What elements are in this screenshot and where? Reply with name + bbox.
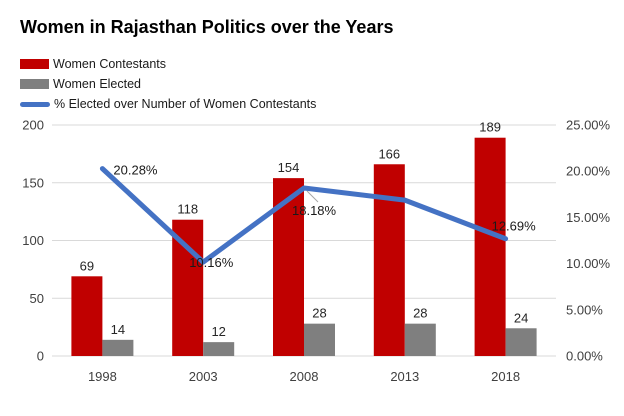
- left-axis-tick-label: 50: [30, 291, 44, 306]
- line-label-2008: 18.18%: [292, 203, 337, 218]
- x-axis-label-2013: 2013: [390, 369, 419, 384]
- percentage-line: [99, 166, 509, 265]
- bar-label-women-contestants-2013: 166: [378, 146, 400, 161]
- left-axis-tick-label: 100: [22, 233, 44, 248]
- bar-label-women-elected-2013: 28: [413, 306, 427, 321]
- left-axis-tick-label: 200: [22, 118, 44, 133]
- right-axis-tick-label: 10.00%: [566, 256, 611, 271]
- bar-label-women-contestants-1998: 69: [80, 258, 94, 273]
- bar-women-elected-2013: [404, 323, 436, 356]
- line-label-2018: 12.69%: [492, 219, 537, 234]
- legend-line-swatch-icon: [20, 101, 50, 107]
- x-axis-label-2008: 2008: [290, 369, 319, 384]
- left-axis-tick-label: 0: [37, 349, 44, 364]
- line-label-1998: 20.28%: [113, 163, 158, 178]
- bar-label-women-elected-2008: 28: [312, 306, 326, 321]
- legend-label: Women Elected: [53, 77, 142, 91]
- legend-item-women-elected: Women Elected: [20, 74, 316, 94]
- bar-label-women-elected-2003: 12: [211, 324, 225, 339]
- bar-label-women-contestants-2008: 154: [278, 160, 300, 175]
- x-axis-label-2018: 2018: [491, 369, 520, 384]
- legend-bar-swatch-icon: [20, 79, 49, 89]
- x-axis-label-2003: 2003: [189, 369, 218, 384]
- legend-label: Women Contestants: [53, 57, 167, 71]
- right-axis-tick-label: 15.00%: [566, 210, 611, 225]
- bar-label-women-contestants-2018: 189: [479, 120, 501, 135]
- bar-label-women-elected-2018: 24: [514, 310, 528, 325]
- bar-women-contestants-2003: [172, 219, 204, 356]
- bar-women-elected-1998: [102, 339, 134, 356]
- bar-label-women-elected-1998: 14: [111, 322, 125, 337]
- right-axis-tick-label: 25.00%: [566, 118, 611, 133]
- label-leader-line: [306, 190, 319, 203]
- bar-women-contestants-2018: [474, 137, 506, 356]
- chart-legend: Women Contestants Women Elected % Electe…: [20, 54, 316, 114]
- line-label-2003: 10.16%: [189, 255, 234, 270]
- legend-item-women-contestants: Women Contestants: [20, 54, 316, 74]
- bar-women-contestants-2013: [373, 164, 405, 356]
- legend-label: % Elected over Number of Women Contestan…: [54, 97, 317, 111]
- bar-women-contestants-1998: [71, 276, 103, 356]
- bar-label-women-contestants-2003: 118: [177, 202, 198, 217]
- left-axis-tick-label: 150: [22, 175, 44, 190]
- right-axis-tick-label: 5.00%: [566, 302, 603, 317]
- legend-item-percent-elected: % Elected over Number of Women Contestan…: [20, 94, 316, 114]
- right-axis-tick-label: 0.00%: [566, 349, 603, 364]
- x-axis-label-1998: 1998: [88, 369, 117, 384]
- bar-women-elected-2003: [203, 342, 235, 356]
- right-axis-tick-label: 20.00%: [566, 164, 611, 179]
- legend-bar-swatch-icon: [20, 59, 49, 69]
- chart-title: Women in Rajasthan Politics over the Yea…: [20, 17, 394, 37]
- bar-women-elected-2018: [505, 328, 537, 356]
- bar-women-elected-2008: [304, 323, 335, 356]
